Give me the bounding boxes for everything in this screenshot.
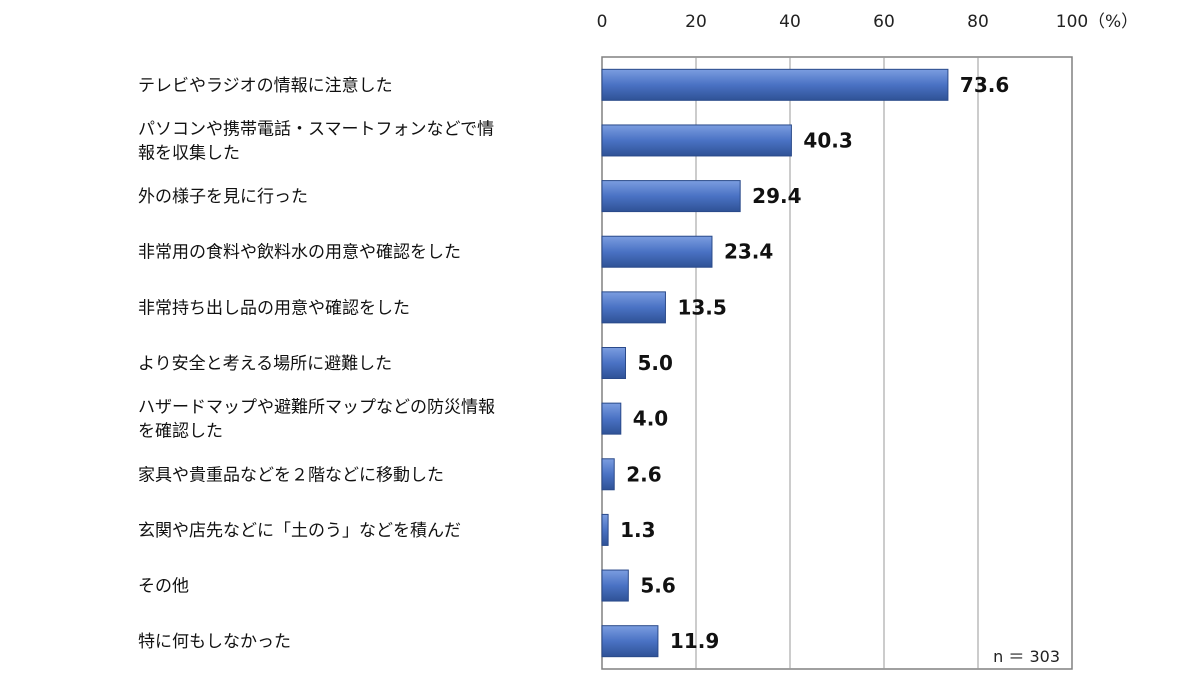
bar [601, 291, 666, 324]
bar [601, 124, 792, 157]
bars [601, 68, 949, 658]
x-axis-unit: （%） [1088, 12, 1138, 32]
plot-area [601, 56, 1073, 670]
category-label-line: パソコンや携帯電話・スマートフォンなどで情 [138, 119, 494, 139]
x-axis-ticks: 0 20 40 60 80 100 [597, 12, 1089, 32]
category-label-line: その他 [138, 577, 189, 597]
value-label: 29.4 [752, 184, 801, 208]
category-label-line: より安全と考える場所に避難した [138, 354, 392, 374]
x-tick-label: 100 [1056, 12, 1088, 32]
category-label: 外の様子を見に行った [138, 187, 308, 207]
x-tick-label: 60 [873, 12, 895, 32]
value-label: 40.3 [803, 128, 852, 152]
category-label-line: 家具や貴重品などを２階などに移動した [138, 465, 444, 485]
category-label: ハザードマップや避難所マップなどの防災情報を確認した [138, 398, 495, 442]
x-tick-label: 80 [967, 12, 989, 32]
value-labels: 73.6 40.3 29.4 23.4 13.5 5.0 4.0 2.6 1.3 5.6 11.9 [620, 73, 1009, 653]
category-label-line: を確認した [138, 422, 223, 442]
category-label-line: テレビやラジオの情報に注意した [138, 76, 393, 96]
bar [601, 458, 615, 491]
category-label: テレビやラジオの情報に注意した [138, 76, 393, 96]
value-label: 5.0 [638, 351, 673, 375]
category-label: 非常持ち出し品の用意や確認をした [138, 298, 410, 318]
category-label-line: ハザードマップや避難所マップなどの防災情報 [138, 398, 495, 418]
value-label: 73.6 [960, 73, 1009, 97]
category-label: 非常用の食料や飲料水の用意や確認をした [138, 243, 461, 263]
value-label: 13.5 [677, 295, 726, 319]
value-label: 2.6 [626, 462, 661, 486]
bar [601, 235, 713, 268]
bar [601, 402, 622, 435]
bar [601, 625, 659, 658]
bar [601, 569, 629, 602]
category-label-line: 報を収集した [138, 143, 240, 163]
category-label-line: 外の様子を見に行った [138, 187, 308, 207]
category-label: より安全と考える場所に避難した [138, 354, 392, 374]
x-tick-label: 0 [597, 12, 608, 32]
category-label-line: 玄関や店先などに「土のう」などを積んだ [138, 521, 461, 541]
category-label: その他 [138, 577, 189, 597]
bar [601, 180, 741, 213]
sample-size-note: n ＝ 303 [993, 647, 1060, 666]
value-label: 23.4 [724, 240, 773, 264]
value-label: 4.0 [633, 407, 668, 431]
category-label: 特に何もしなかった [138, 632, 291, 652]
category-label-line: 特に何もしなかった [138, 632, 291, 652]
value-label: 1.3 [620, 518, 655, 542]
category-label: 玄関や店先などに「土のう」などを積んだ [138, 521, 461, 541]
category-label: 家具や貴重品などを２階などに移動した [138, 465, 444, 485]
category-label: パソコンや携帯電話・スマートフォンなどで情報を収集した [138, 119, 494, 163]
gridlines [695, 57, 979, 669]
value-label: 5.6 [640, 574, 675, 598]
category-labels: テレビやラジオの情報に注意したパソコンや携帯電話・スマートフォンなどで情報を収集… [138, 76, 495, 652]
x-tick-label: 40 [779, 12, 801, 32]
x-tick-label: 20 [685, 12, 707, 32]
bar [601, 68, 949, 101]
bar [601, 347, 626, 379]
value-label: 11.9 [670, 629, 719, 653]
bar [601, 513, 609, 546]
category-label-line: 非常用の食料や飲料水の用意や確認をした [138, 243, 461, 263]
category-label-line: 非常持ち出し品の用意や確認をした [138, 298, 410, 318]
